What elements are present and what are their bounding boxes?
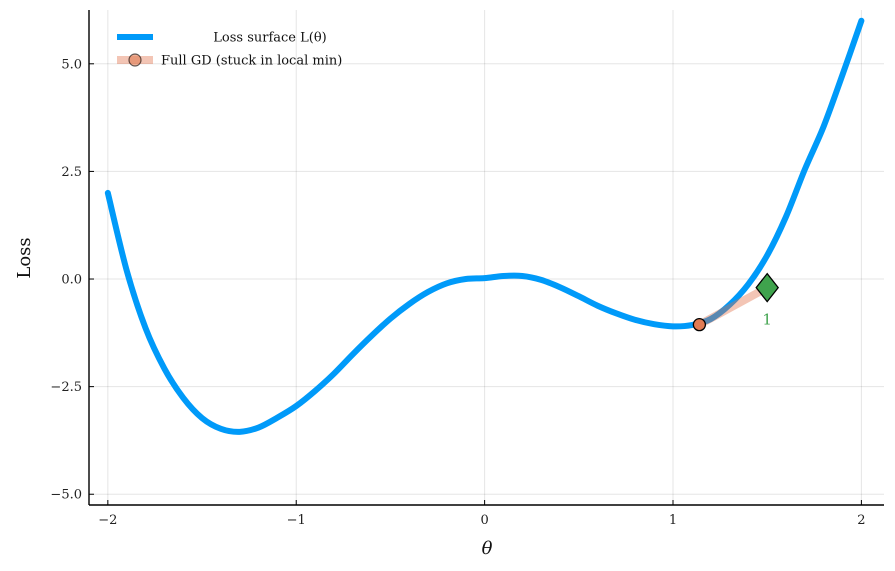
y-tick-label: 5.0	[61, 57, 82, 72]
gd-path-line	[695, 283, 772, 329]
x-tick-label: −2	[98, 513, 117, 528]
y-tick-label: −5.0	[50, 488, 82, 503]
loss-surface-line	[104, 17, 865, 435]
x-tick-label: 0	[480, 513, 488, 528]
legend-marker-gd	[128, 53, 142, 67]
start-point-marker	[755, 272, 780, 303]
gd-end-marker	[692, 317, 707, 332]
x-tick-label: 2	[857, 513, 865, 528]
y-tick-label: 2.5	[61, 165, 82, 180]
marker-layer: 1	[692, 272, 780, 332]
x-axis-title: θ	[482, 538, 493, 559]
axes-layer: −2 −1 0 1 2 −5.0 −2.5 0.0 2.5 5.0	[50, 10, 884, 528]
x-tick-label: −1	[287, 513, 306, 528]
start-point-label: 1	[762, 311, 772, 329]
x-tick-label: 1	[669, 513, 677, 528]
grid-layer	[89, 10, 884, 505]
y-tick-label: −2.5	[50, 380, 82, 395]
legend-label-gd: Full GD (stuck in local min)	[161, 54, 342, 69]
legend: Loss surface L(θ) Full GD (stuck in local…	[117, 31, 342, 69]
y-axis-title: Loss	[14, 237, 35, 278]
series-layer	[104, 17, 865, 435]
legend-label-loss-surface: Loss surface L(θ)	[213, 31, 326, 46]
y-tick-label: 0.0	[61, 273, 82, 288]
